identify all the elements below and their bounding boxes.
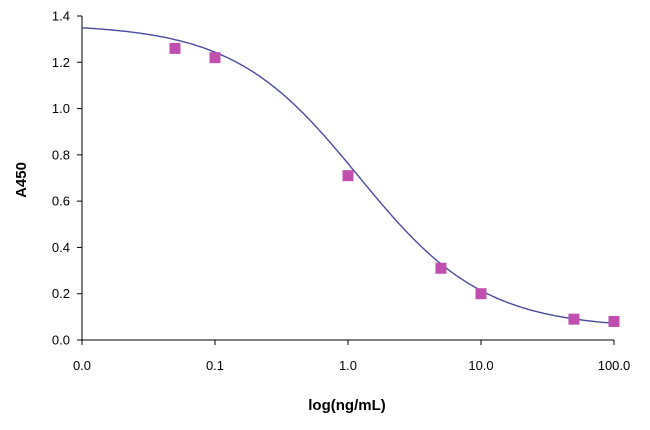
x-tick-labels: 0.0 0.1 1.0 10.0 100.0 xyxy=(73,358,630,373)
axes xyxy=(77,15,615,345)
data-point xyxy=(435,262,447,274)
data-point xyxy=(169,42,181,54)
y-tick-label: 0.4 xyxy=(52,240,70,255)
x-tick-label: 1.0 xyxy=(339,358,357,373)
data-points xyxy=(169,42,620,327)
data-point xyxy=(342,170,354,182)
x-tick-label: 0.0 xyxy=(73,358,91,373)
y-tick-label: 0.8 xyxy=(52,147,70,162)
data-point xyxy=(475,288,487,300)
x-tick-label: 0.1 xyxy=(206,358,224,373)
y-tick-labels: 0.0 0.2 0.4 0.6 0.8 1.0 1.2 1.4 xyxy=(52,9,70,348)
x-tick-label: 10.0 xyxy=(468,358,493,373)
data-point xyxy=(568,313,580,325)
x-axis-title: log(ng/mL) xyxy=(308,397,385,414)
y-tick-label: 0.0 xyxy=(52,333,70,348)
data-point xyxy=(608,315,620,327)
y-tick-label: 1.2 xyxy=(52,55,70,70)
x-tick-label: 100.0 xyxy=(598,358,631,373)
y-axis-title: A450 xyxy=(13,162,30,198)
y-tick-label: 1.0 xyxy=(52,101,70,116)
y-tick-label: 0.2 xyxy=(52,286,70,301)
y-tick-label: 0.6 xyxy=(52,194,70,209)
data-point xyxy=(209,52,221,64)
y-tick-label: 1.4 xyxy=(52,9,70,24)
fit-curve xyxy=(81,27,615,324)
